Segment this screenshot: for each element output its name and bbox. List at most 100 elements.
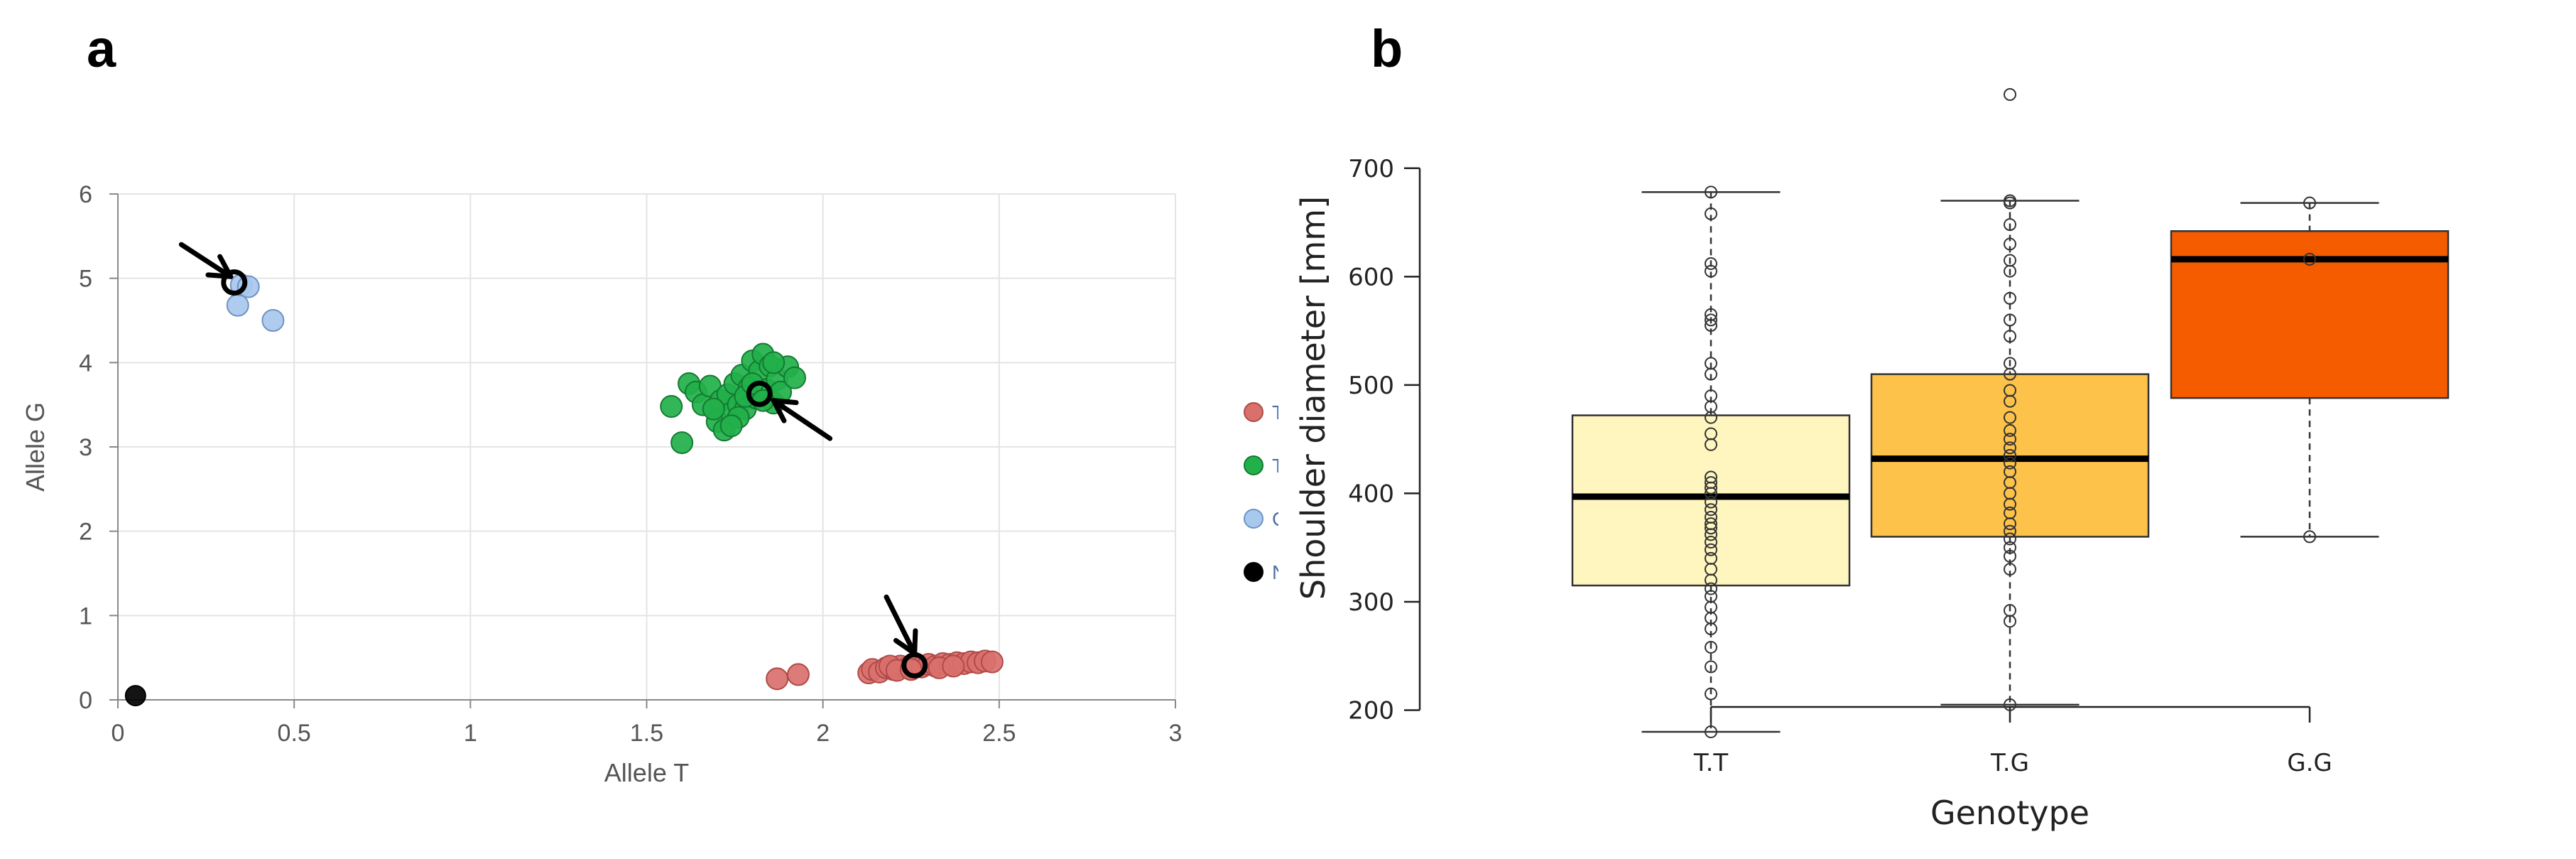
data-point	[2004, 254, 2016, 267]
data-point	[1705, 551, 1717, 565]
x-tick-label: 1	[464, 720, 477, 747]
annotation-arrow-head	[205, 254, 234, 279]
data-point	[1705, 257, 1717, 271]
data-point	[1705, 264, 1717, 278]
axes: 0 0.5 1 1.5 2 2.5 3 0 1 2 3 4 5 6 Allele T Allele G	[21, 181, 1182, 787]
data-point	[2004, 604, 2016, 617]
annotation-arrow-line	[771, 398, 833, 441]
point-g-g	[237, 275, 260, 298]
legend-label: T/T	[1272, 401, 1278, 423]
x-tick-label: 0	[112, 720, 125, 747]
data-point	[2004, 433, 2016, 446]
y-tick-label: 0	[79, 687, 92, 714]
y-tick-label: 1	[79, 603, 92, 630]
y-tick-label: 500	[1348, 372, 1394, 400]
y-tick-label: 200	[1348, 696, 1394, 725]
panel-label-b: b	[1371, 19, 1403, 78]
y-tick-label: 300	[1348, 588, 1394, 617]
data-point	[1705, 725, 1717, 738]
y-tick-label: 4	[79, 350, 92, 377]
y-tick-label: 400	[1348, 480, 1394, 508]
data-point	[2004, 194, 2016, 207]
x-tick-label: T.T	[1693, 749, 1729, 777]
point-g-g	[226, 293, 249, 317]
data-point	[1705, 510, 1717, 524]
highlighted-point	[221, 269, 248, 296]
x-tick-label: 2.5	[982, 720, 1016, 747]
box-t-g	[1870, 373, 2150, 538]
point-t-g	[670, 431, 694, 455]
data-point	[1705, 495, 1717, 509]
data-point	[1705, 590, 1717, 603]
x-tick-label: 2	[816, 720, 830, 747]
y-tick-label: 3	[79, 434, 92, 461]
x-tick-label: G.G	[2287, 749, 2332, 777]
x-tick-label: 1.5	[630, 720, 663, 747]
grid	[118, 193, 1176, 700]
data-point	[2004, 698, 2016, 711]
data-point	[1705, 517, 1717, 531]
point-t-g	[783, 366, 806, 389]
data-point	[2004, 291, 2016, 305]
point-t-t	[980, 650, 1004, 674]
legend-marker	[1244, 402, 1263, 422]
data-point	[2004, 456, 2016, 470]
x-axis-label: Genotype	[1930, 794, 2089, 832]
data-point	[2004, 563, 2016, 576]
legend-label: G/G	[1272, 508, 1278, 530]
data-point	[2004, 524, 2016, 538]
data-point	[2004, 549, 2016, 563]
data-point	[2004, 357, 2016, 370]
annotation-arrow-line	[884, 594, 918, 657]
annotation-arrow-head	[771, 398, 799, 423]
y-tick-label: 5	[79, 266, 92, 293]
data-point	[1705, 313, 1717, 327]
data-point	[1705, 660, 1717, 674]
data-point	[2303, 252, 2316, 266]
data-point	[1705, 389, 1717, 403]
data-point	[2004, 237, 2016, 251]
data-point	[1705, 543, 1717, 556]
point-t-t	[766, 667, 789, 691]
data-point	[1705, 427, 1717, 441]
x-tick-label: T.G	[1990, 749, 2029, 777]
y-tick-label: 700	[1348, 155, 1394, 183]
data-point	[1705, 641, 1717, 654]
legend-marker	[1244, 455, 1263, 475]
point-t-t	[786, 663, 810, 686]
data-point	[1705, 207, 1717, 220]
data-point	[2004, 449, 2016, 463]
y-tick-label: 6	[79, 181, 92, 208]
y-tick-label: 600	[1348, 263, 1394, 291]
data-point	[1705, 470, 1717, 484]
point-t-g	[762, 351, 786, 374]
axes: 200 300 400 500 600 700 Shoulder diameter [mm]…	[1298, 155, 2332, 832]
data-point	[2004, 88, 2016, 102]
highlighted-point	[746, 380, 773, 407]
panel-label-a: a	[87, 19, 116, 78]
y-axis-label: Shoulder diameter [mm]	[1298, 196, 1332, 600]
point-t-g	[719, 414, 743, 438]
data-point	[2004, 541, 2016, 554]
legend-label: T/G	[1272, 455, 1278, 477]
point-t-g	[660, 395, 683, 418]
data-point	[1705, 308, 1717, 321]
point-ntc	[124, 685, 146, 707]
point-t-t	[942, 654, 965, 678]
data-point	[1705, 536, 1717, 549]
x-tick-label: 0.5	[278, 720, 311, 747]
data-point	[1705, 582, 1717, 595]
data-points	[124, 269, 1004, 707]
data-point	[2004, 506, 2016, 519]
data-point	[2303, 196, 2316, 210]
data-point	[1705, 476, 1717, 490]
annotation-arrow-line	[178, 242, 234, 279]
boxplot-shoulder-diameter: 200 300 400 500 600 700 Shoulder diameter [mm]…	[1298, 88, 2450, 832]
data-point	[2004, 465, 2016, 478]
data-point	[2004, 441, 2016, 455]
data-point	[1705, 357, 1717, 370]
legend-label: NTC	[1272, 561, 1278, 583]
point-t-g	[702, 397, 725, 421]
data-point	[2004, 423, 2016, 437]
data-point	[1705, 503, 1717, 517]
